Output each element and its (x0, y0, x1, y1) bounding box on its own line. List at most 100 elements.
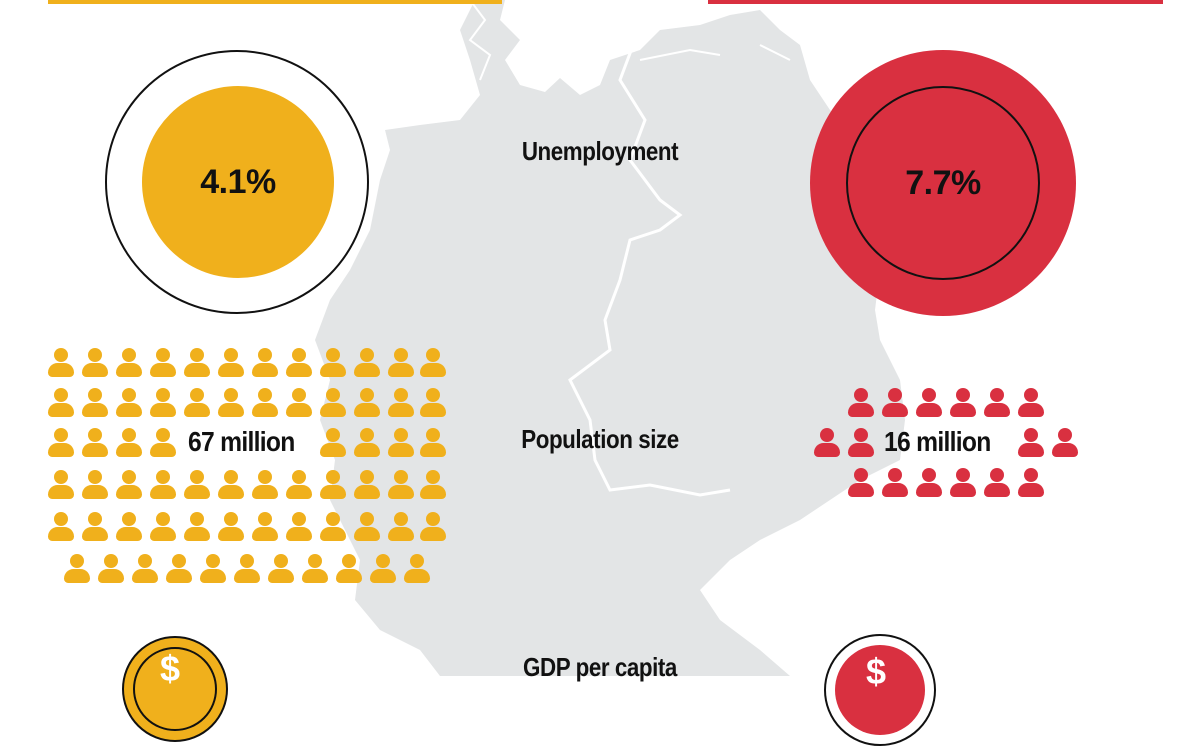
person-icon (354, 470, 380, 500)
person-icon (184, 512, 210, 542)
person-icon (150, 428, 176, 458)
person-icon (950, 388, 976, 418)
person-icon (132, 554, 158, 584)
person-icon (98, 554, 124, 584)
person-icon (286, 512, 312, 542)
east-unemployment-value: 7.7% (905, 163, 981, 202)
person-icon (184, 470, 210, 500)
person-icon (200, 554, 226, 584)
person-icon (184, 388, 210, 418)
person-icon (48, 512, 74, 542)
person-icon (48, 348, 74, 378)
person-icon (420, 470, 446, 500)
person-icon (950, 468, 976, 498)
person-icon (116, 512, 142, 542)
person-icon (116, 348, 142, 378)
person-icon (814, 428, 840, 458)
east-population-value: 16 million (884, 426, 991, 457)
person-icon (1018, 388, 1044, 418)
person-icon (320, 428, 346, 458)
person-icon (984, 468, 1010, 498)
person-icon (984, 388, 1010, 418)
person-icon (150, 470, 176, 500)
person-icon (286, 388, 312, 418)
person-icon (354, 388, 380, 418)
west-population-value: 67 million (188, 426, 295, 457)
person-icon (916, 468, 942, 498)
person-icon (252, 470, 278, 500)
germany-map-background (315, 0, 905, 676)
person-icon (1018, 468, 1044, 498)
person-icon (882, 388, 908, 418)
person-icon (82, 470, 108, 500)
person-icon (320, 512, 346, 542)
person-icon (388, 470, 414, 500)
west-header-bar (48, 0, 502, 4)
person-icon (218, 388, 244, 418)
person-icon (354, 512, 380, 542)
person-icon (150, 388, 176, 418)
person-icon (848, 428, 874, 458)
west-unemployment-value: 4.1% (200, 162, 276, 201)
person-icon (218, 348, 244, 378)
person-icon (286, 348, 312, 378)
person-icon (320, 388, 346, 418)
gdp-label: GDP per capita (523, 652, 677, 682)
east-gdp-coin: $ (835, 645, 925, 735)
person-icon (150, 348, 176, 378)
person-icon (286, 470, 312, 500)
west-gdp-coin: $ (122, 636, 228, 742)
west-unemployment-circle-fill: 4.1% (142, 86, 334, 278)
person-icon (420, 348, 446, 378)
person-icon (1052, 428, 1078, 458)
person-icon (336, 554, 362, 584)
dollar-coin-icon: $ (160, 648, 181, 689)
person-icon (116, 428, 142, 458)
northern-coast-detail (468, 0, 791, 81)
person-icon (184, 348, 210, 378)
person-icon (848, 388, 874, 418)
person-icon (388, 428, 414, 458)
east-gdp-coin-outer: $ (824, 634, 936, 746)
person-icon (420, 388, 446, 418)
person-icon (252, 348, 278, 378)
person-icon (116, 470, 142, 500)
person-icon (48, 388, 74, 418)
person-icon (388, 512, 414, 542)
person-icon (48, 470, 74, 500)
person-icon (82, 388, 108, 418)
east-header-bar (708, 0, 1163, 4)
person-icon (150, 512, 176, 542)
person-icon (354, 428, 380, 458)
person-icon (252, 512, 278, 542)
person-icon (420, 428, 446, 458)
person-icon (218, 470, 244, 500)
person-icon (82, 512, 108, 542)
person-icon (252, 388, 278, 418)
person-icon (64, 554, 90, 584)
person-icon (388, 348, 414, 378)
dollar-coin-icon: $ (866, 651, 887, 692)
germany-map-outline (315, 0, 905, 676)
person-icon (404, 554, 430, 584)
population-label: Population size (521, 424, 679, 454)
east-unemployment-circle-inner: 7.7% (846, 86, 1040, 280)
person-icon (420, 512, 446, 542)
person-icon (116, 388, 142, 418)
person-icon (388, 388, 414, 418)
person-icon (82, 348, 108, 378)
person-icon (882, 468, 908, 498)
unemployment-label: Unemployment (521, 136, 679, 166)
person-icon (48, 428, 74, 458)
person-icon (370, 554, 396, 584)
person-icon (354, 348, 380, 378)
inner-german-border (568, 0, 731, 497)
person-icon (916, 388, 942, 418)
person-icon (218, 512, 244, 542)
person-icon (166, 554, 192, 584)
person-icon (268, 554, 294, 584)
person-icon (82, 428, 108, 458)
person-icon (848, 468, 874, 498)
person-icon (320, 348, 346, 378)
person-icon (320, 470, 346, 500)
